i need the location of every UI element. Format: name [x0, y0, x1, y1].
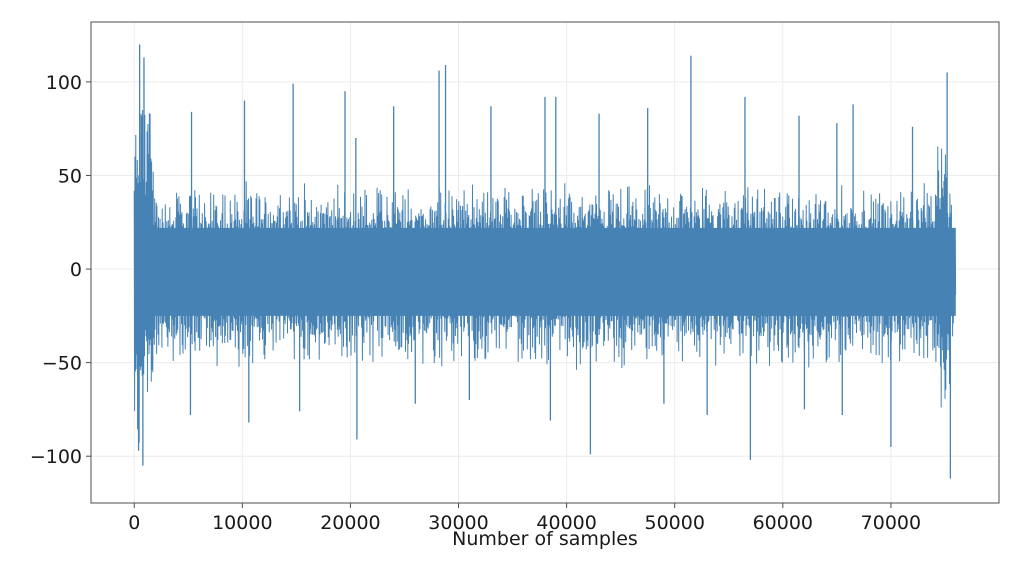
y-tick-label: 100 — [46, 72, 82, 94]
x-tick-label: 30000 — [428, 512, 488, 534]
x-tick-label: 50000 — [644, 512, 704, 534]
x-tick-label: 20000 — [320, 512, 380, 534]
x-tick-label: 40000 — [536, 512, 596, 534]
plot-frame — [90, 21, 1000, 504]
x-tick-label: 0 — [128, 512, 140, 534]
y-tick-label: 0 — [70, 259, 82, 281]
x-tick-label: 60000 — [753, 512, 813, 534]
x-tick-label: 10000 — [212, 512, 272, 534]
series-signal — [133, 44, 957, 479]
x-axis-label: Number of samples — [452, 528, 638, 550]
y-tick-label: −100 — [30, 446, 82, 468]
x-tick-label: 70000 — [861, 512, 921, 534]
y-tick-label: 50 — [58, 165, 82, 187]
y-axis: −100 −50 0 50 100 — [30, 72, 91, 468]
y-tick-label: −50 — [42, 353, 82, 375]
x-axis: 0 10000 20000 30000 40000 50000 60000 70000 — [128, 503, 921, 534]
